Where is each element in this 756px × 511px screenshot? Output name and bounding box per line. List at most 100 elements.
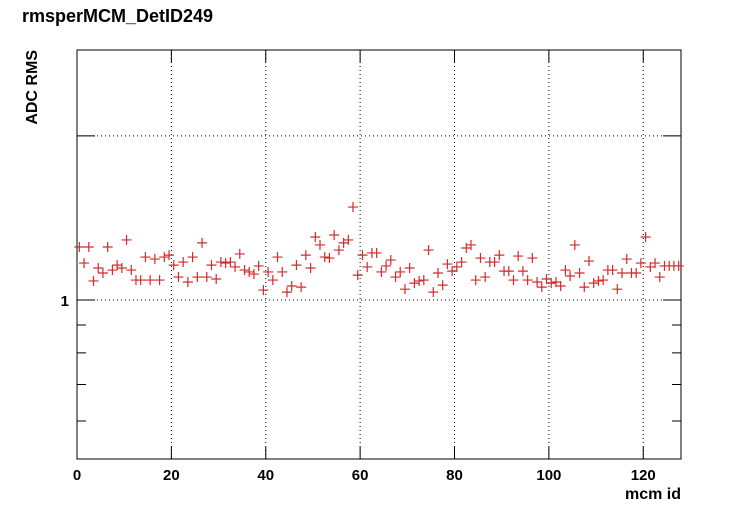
chart-title: rmsperMCM_DetID249 bbox=[22, 6, 213, 26]
data-point bbox=[239, 265, 250, 276]
data-point bbox=[230, 261, 241, 272]
data-point bbox=[352, 270, 363, 281]
data-point bbox=[517, 266, 528, 277]
data-point bbox=[560, 265, 571, 276]
data-point bbox=[225, 257, 236, 268]
x-tick-label: 100 bbox=[536, 467, 561, 484]
data-point bbox=[650, 258, 661, 269]
data-point bbox=[489, 257, 500, 268]
x-tick-label: 20 bbox=[163, 467, 180, 484]
data-point bbox=[494, 250, 505, 261]
data-point bbox=[574, 267, 585, 278]
data-point bbox=[187, 252, 198, 263]
data-point bbox=[263, 266, 274, 277]
data-point bbox=[550, 277, 561, 288]
data-point bbox=[79, 258, 90, 269]
data-point bbox=[428, 287, 439, 298]
data-point bbox=[617, 267, 628, 278]
data-point bbox=[168, 260, 179, 271]
data-point bbox=[300, 250, 311, 261]
data-point bbox=[248, 269, 259, 280]
data-point bbox=[310, 232, 321, 243]
data-point bbox=[333, 245, 344, 256]
data-point bbox=[480, 272, 491, 283]
data-point bbox=[315, 239, 326, 250]
data-point bbox=[456, 257, 467, 268]
data-point bbox=[126, 265, 137, 276]
data-point bbox=[277, 266, 288, 277]
x-tick-label: 60 bbox=[352, 467, 369, 484]
data-point bbox=[654, 272, 665, 283]
data-point bbox=[376, 266, 387, 277]
data-point bbox=[197, 237, 208, 248]
data-point bbox=[211, 273, 222, 284]
data-point bbox=[673, 260, 684, 271]
data-point bbox=[178, 257, 189, 268]
data-point bbox=[97, 267, 108, 278]
data-point bbox=[536, 282, 547, 293]
data-point bbox=[437, 280, 448, 291]
x-tick-label: 0 bbox=[73, 467, 81, 484]
data-point bbox=[267, 275, 278, 286]
data-point bbox=[532, 277, 543, 288]
data-point bbox=[140, 252, 151, 263]
data-point bbox=[621, 254, 632, 265]
data-point bbox=[324, 253, 335, 264]
data-point bbox=[423, 245, 434, 256]
data-point bbox=[546, 278, 557, 289]
data-point bbox=[447, 266, 458, 277]
data-point bbox=[508, 275, 519, 286]
data-point bbox=[569, 239, 580, 250]
data-point bbox=[381, 260, 392, 271]
data-point bbox=[305, 262, 316, 273]
data-point bbox=[329, 230, 340, 241]
data-point bbox=[319, 252, 330, 263]
data-point bbox=[253, 260, 264, 271]
x-tick-label: 40 bbox=[257, 467, 274, 484]
data-point bbox=[234, 248, 245, 259]
data-point bbox=[470, 275, 481, 286]
data-point bbox=[116, 262, 127, 273]
data-point bbox=[432, 267, 443, 278]
data-point bbox=[583, 256, 594, 267]
data-point bbox=[513, 251, 524, 262]
data-point bbox=[607, 265, 618, 276]
data-point bbox=[343, 234, 354, 245]
data-point bbox=[159, 252, 170, 263]
data-point bbox=[565, 270, 576, 281]
data-point bbox=[442, 259, 453, 270]
data-point bbox=[272, 252, 283, 263]
data-point bbox=[154, 275, 165, 286]
x-axis-label: mcm id bbox=[625, 486, 681, 503]
data-point bbox=[635, 258, 646, 269]
data-point bbox=[206, 260, 217, 271]
data-point bbox=[395, 266, 406, 277]
data-point bbox=[522, 275, 533, 286]
data-point bbox=[215, 257, 226, 268]
data-point bbox=[404, 262, 415, 273]
data-point bbox=[102, 242, 113, 253]
data-point bbox=[182, 277, 193, 288]
data-point bbox=[348, 202, 359, 213]
data-point bbox=[418, 275, 429, 286]
data-point bbox=[640, 232, 651, 243]
data-point bbox=[83, 242, 94, 253]
data-point bbox=[612, 284, 623, 295]
data-point bbox=[555, 281, 566, 292]
data-point bbox=[286, 281, 297, 292]
data-point bbox=[357, 250, 368, 261]
data-point bbox=[385, 255, 396, 266]
data-point bbox=[220, 258, 231, 269]
data-point bbox=[451, 261, 462, 272]
data-point bbox=[362, 261, 373, 272]
data-point bbox=[579, 282, 590, 293]
data-point bbox=[173, 272, 184, 283]
data-point bbox=[466, 239, 477, 250]
x-tick-label: 120 bbox=[631, 467, 656, 484]
data-point bbox=[201, 272, 212, 283]
y-axis-label: ADC RMS bbox=[24, 50, 41, 125]
data-point bbox=[149, 254, 160, 265]
data-point bbox=[107, 265, 118, 276]
